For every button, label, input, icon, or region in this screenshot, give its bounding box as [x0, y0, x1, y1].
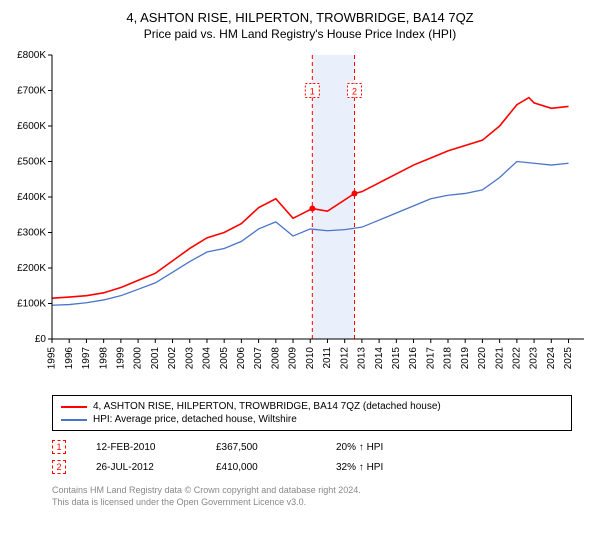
svg-text:2016: 2016: [408, 347, 419, 370]
line-chart: £0 £100K £200K £300K £400K £500K £600K £700K £80…: [8, 49, 592, 389]
event-price: £367,500: [216, 442, 306, 453]
svg-text:2013: 2013: [357, 347, 368, 370]
svg-text:1: 1: [310, 87, 315, 97]
chart-area: £0 £100K £200K £300K £400K £500K £600K £700K £80…: [8, 49, 592, 389]
legend-swatch: [61, 419, 87, 421]
svg-text:2015: 2015: [391, 347, 402, 370]
svg-text:2020: 2020: [477, 347, 488, 370]
svg-text:2019: 2019: [460, 347, 471, 370]
svg-text:£100K: £100K: [17, 299, 46, 310]
svg-text:1997: 1997: [81, 347, 92, 370]
svg-text:2000: 2000: [133, 347, 144, 370]
event-marker: 2: [52, 460, 66, 474]
svg-text:2017: 2017: [425, 347, 436, 370]
svg-text:2005: 2005: [219, 347, 230, 370]
svg-text:£300K: £300K: [17, 228, 46, 239]
event-price: £410,000: [216, 462, 306, 473]
legend-label: 4, ASHTON RISE, HILPERTON, TROWBRIDGE, B…: [93, 401, 441, 412]
svg-text:£700K: £700K: [17, 86, 46, 97]
svg-text:1998: 1998: [98, 347, 109, 370]
legend-row: HPI: Average price, detached house, Wilt…: [61, 413, 563, 426]
svg-text:1999: 1999: [116, 347, 127, 370]
svg-text:2014: 2014: [374, 347, 385, 370]
svg-text:£0: £0: [35, 334, 47, 345]
svg-text:2018: 2018: [443, 347, 454, 370]
chart-subtitle: Price paid vs. HM Land Registry's House …: [8, 27, 592, 41]
svg-text:1995: 1995: [47, 347, 58, 370]
svg-text:£400K: £400K: [17, 192, 46, 203]
svg-text:2021: 2021: [494, 347, 505, 370]
event-delta: 20% ↑ HPI: [336, 442, 426, 453]
event-date: 12-FEB-2010: [96, 442, 186, 453]
footnote-line: Contains HM Land Registry data © Crown c…: [52, 485, 592, 497]
svg-text:2022: 2022: [511, 347, 522, 370]
svg-text:£600K: £600K: [17, 121, 46, 132]
sale-events: 1 12-FEB-2010 £367,500 20% ↑ HPI 2 26-JUL-201…: [52, 437, 592, 477]
svg-text:2006: 2006: [236, 347, 247, 370]
legend-label: HPI: Average price, detached house, Wilt…: [93, 414, 297, 425]
event-date: 26-JUL-2012: [96, 462, 186, 473]
event-delta: 32% ↑ HPI: [336, 462, 426, 473]
svg-text:£200K: £200K: [17, 263, 46, 274]
svg-text:2011: 2011: [322, 347, 333, 369]
svg-text:1996: 1996: [64, 347, 75, 370]
chart-title: 4, ASHTON RISE, HILPERTON, TROWBRIDGE, B…: [8, 10, 592, 25]
svg-text:2001: 2001: [150, 347, 161, 370]
legend: 4, ASHTON RISE, HILPERTON, TROWBRIDGE, B…: [52, 395, 572, 431]
svg-text:2024: 2024: [546, 347, 557, 370]
footnote: Contains HM Land Registry data © Crown c…: [52, 485, 592, 508]
svg-text:2008: 2008: [270, 347, 281, 370]
svg-text:2003: 2003: [184, 347, 195, 370]
svg-text:2025: 2025: [563, 347, 574, 370]
legend-swatch: [61, 406, 87, 408]
event-marker: 1: [52, 440, 66, 454]
legend-row: 4, ASHTON RISE, HILPERTON, TROWBRIDGE, B…: [61, 400, 563, 413]
svg-text:2007: 2007: [253, 347, 264, 370]
svg-text:2004: 2004: [202, 347, 213, 370]
svg-text:2012: 2012: [339, 347, 350, 370]
event-row: 1 12-FEB-2010 £367,500 20% ↑ HPI: [52, 437, 592, 457]
svg-text:2002: 2002: [167, 347, 178, 370]
footnote-line: This data is licensed under the Open Gov…: [52, 497, 592, 509]
svg-text:2023: 2023: [529, 347, 540, 370]
svg-text:£800K: £800K: [17, 50, 46, 61]
event-row: 2 26-JUL-2012 £410,000 32% ↑ HPI: [52, 457, 592, 477]
svg-text:2: 2: [352, 87, 357, 97]
svg-text:2009: 2009: [288, 347, 299, 370]
svg-text:2010: 2010: [305, 347, 316, 370]
svg-text:£500K: £500K: [17, 157, 46, 168]
